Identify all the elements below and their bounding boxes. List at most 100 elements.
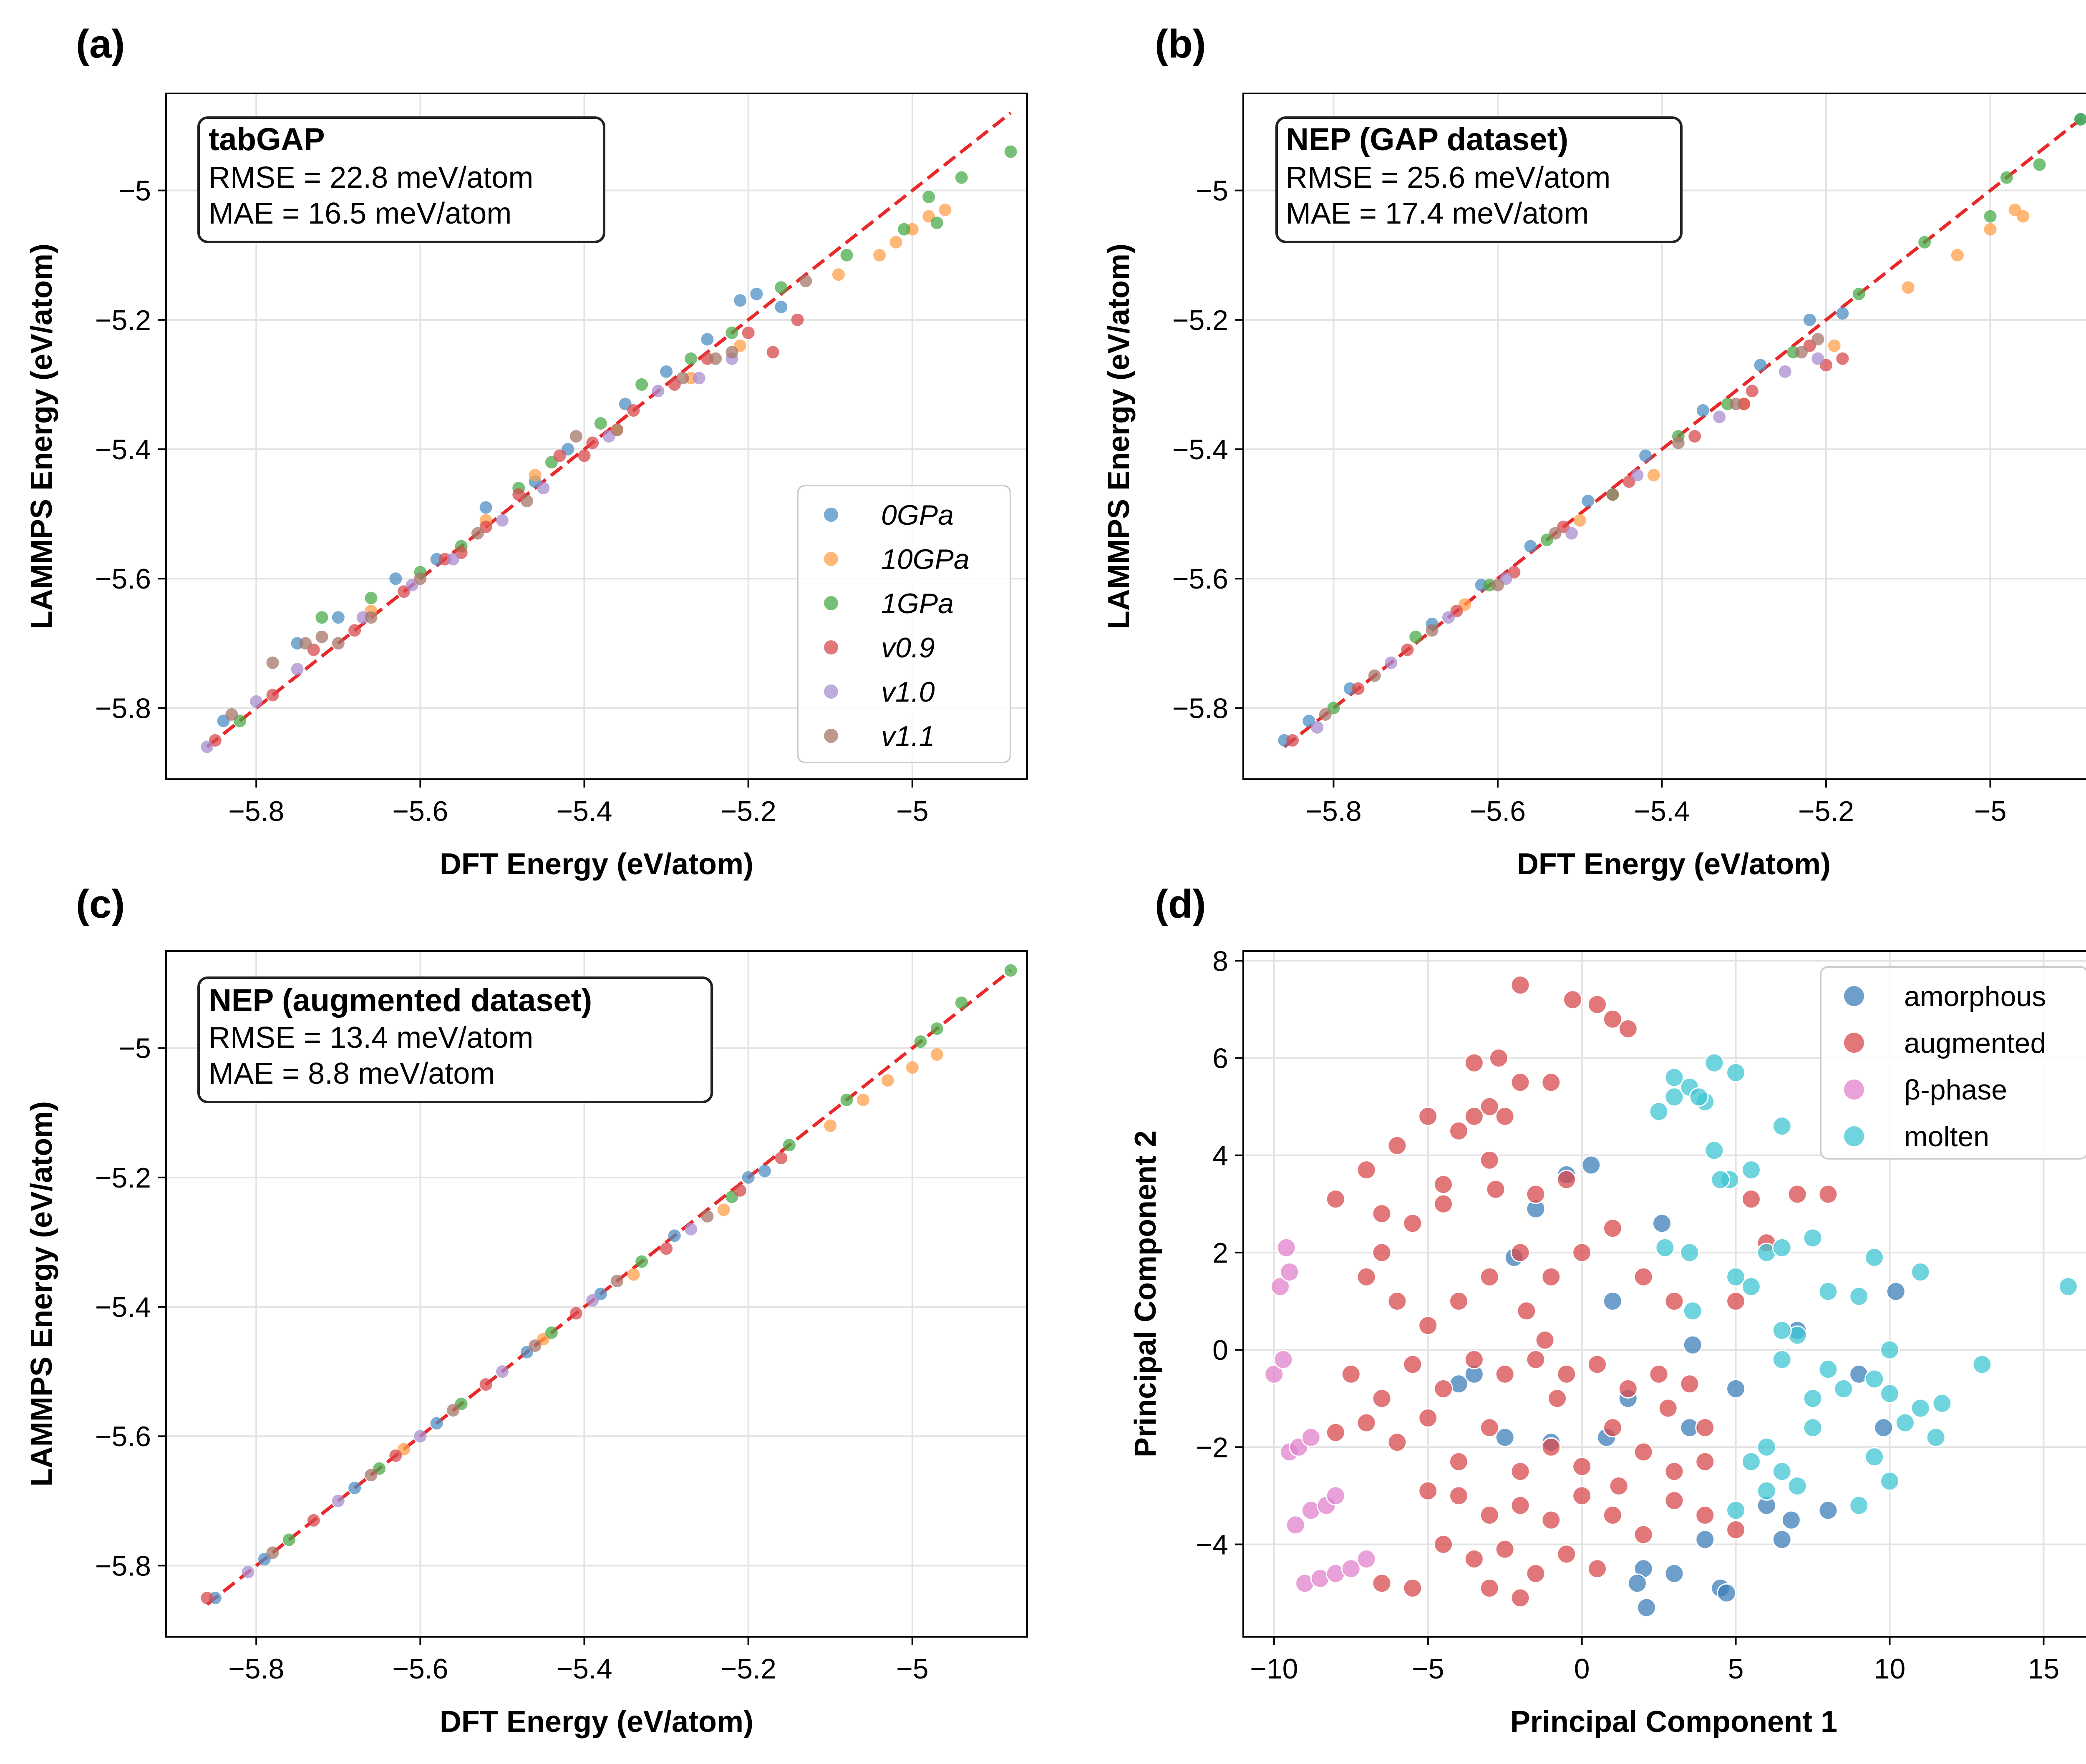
panel-label-c: (c) xyxy=(76,882,125,926)
data-point xyxy=(1356,1267,1376,1287)
data-point xyxy=(1680,1374,1700,1394)
data-point xyxy=(832,268,845,281)
data-point xyxy=(1811,352,1824,365)
data-point xyxy=(1726,1062,1746,1082)
data-point xyxy=(1270,1277,1290,1297)
data-point xyxy=(1004,964,1017,977)
data-point xyxy=(389,572,402,585)
data-point xyxy=(1984,223,1997,236)
data-point xyxy=(545,1326,558,1339)
data-point xyxy=(1649,1364,1669,1384)
data-point xyxy=(1895,1413,1915,1433)
data-point xyxy=(1652,1213,1672,1233)
data-point xyxy=(1918,236,1931,249)
data-point xyxy=(1972,1354,1992,1374)
data-point xyxy=(1711,1170,1731,1190)
data-point xyxy=(1433,1194,1454,1214)
data-point xyxy=(1637,1598,1657,1618)
y-tick-label: −5 xyxy=(118,175,151,207)
x-axis-label-a: DFT Energy (eV/atom) xyxy=(440,848,753,881)
data-point xyxy=(299,637,312,650)
data-point xyxy=(578,449,591,462)
data-point xyxy=(1479,1267,1499,1287)
data-point xyxy=(1325,1422,1345,1442)
data-point xyxy=(1587,994,1607,1014)
legend-label: β-phase xyxy=(1904,1074,2007,1106)
legend-label: molten xyxy=(1904,1121,1989,1153)
data-point xyxy=(1352,682,1365,695)
data-point xyxy=(1319,708,1332,721)
data-point xyxy=(1479,1578,1499,1598)
data-point xyxy=(1627,1573,1647,1593)
data-point xyxy=(955,996,968,1009)
data-point xyxy=(627,1268,640,1281)
y-tick-label: −4 xyxy=(1196,1529,1228,1560)
x-tick-label: −5 xyxy=(896,795,929,827)
data-point xyxy=(1573,514,1586,527)
plot-frame-b xyxy=(1242,93,2086,780)
data-point xyxy=(569,430,582,443)
data-point xyxy=(1664,1067,1684,1087)
points-b xyxy=(1278,113,2086,747)
data-point xyxy=(1849,1286,1869,1306)
mae-text-b: MAE = 17.4 meV/atom xyxy=(1286,197,1589,230)
x-tick-label: 0 xyxy=(1574,1653,1590,1685)
data-point xyxy=(1631,469,1644,482)
data-point xyxy=(1602,1291,1622,1311)
data-point xyxy=(611,1274,624,1287)
data-point xyxy=(1273,1349,1293,1369)
data-point xyxy=(734,1184,746,1197)
data-point xyxy=(348,624,361,637)
data-point xyxy=(1387,1135,1407,1155)
data-point xyxy=(569,1307,582,1320)
data-point xyxy=(758,1165,771,1178)
data-point xyxy=(1426,624,1439,637)
data-point xyxy=(1602,1418,1622,1438)
data-point xyxy=(1464,1349,1484,1369)
data-point xyxy=(930,1048,943,1061)
data-point xyxy=(1658,1398,1678,1418)
data-point xyxy=(1572,1486,1592,1506)
metrics-box-c: NEP (augmented dataset) RMSE = 13.4 meV/… xyxy=(197,976,713,1103)
data-point xyxy=(1541,1267,1561,1287)
ticks-d: −10 −5 0 5 10 15 −4 −2 0 2 4 6 8 xyxy=(1196,945,2059,1685)
y-tick-label: 0 xyxy=(1212,1334,1228,1366)
data-point xyxy=(1864,1447,1884,1467)
data-point xyxy=(1489,1048,1509,1068)
model-name-b: NEP (GAP dataset) xyxy=(1286,122,1568,157)
y-tick-label: −5.6 xyxy=(95,563,151,595)
data-point xyxy=(250,695,263,708)
data-point xyxy=(1726,1291,1746,1311)
data-point xyxy=(266,1546,279,1559)
data-point xyxy=(537,482,550,495)
data-point xyxy=(906,1061,919,1074)
data-point xyxy=(1741,1189,1761,1209)
y-tick-label: 4 xyxy=(1212,1140,1228,1172)
data-point xyxy=(1285,1515,1305,1535)
data-point xyxy=(1403,1213,1423,1233)
data-point xyxy=(496,1365,509,1378)
data-point xyxy=(1741,1160,1761,1180)
data-point xyxy=(315,611,328,624)
data-point xyxy=(1695,1505,1715,1525)
data-point xyxy=(1772,1320,1792,1340)
x-tick-label: 5 xyxy=(1728,1653,1744,1685)
plot-frame-c xyxy=(165,950,1028,1638)
y-tick-label: 8 xyxy=(1212,945,1228,977)
data-point xyxy=(1368,669,1381,682)
data-point xyxy=(1264,1364,1284,1384)
data-point xyxy=(840,1093,853,1106)
data-point xyxy=(701,1210,714,1223)
data-point xyxy=(348,1482,361,1495)
data-point xyxy=(1639,449,1652,462)
data-point xyxy=(1818,1359,1838,1379)
data-point xyxy=(1479,1418,1499,1438)
data-point xyxy=(1557,1170,1577,1190)
data-point xyxy=(1834,1379,1854,1399)
data-point xyxy=(1803,1228,1823,1248)
legend-label: v1.1 xyxy=(881,720,935,752)
data-point xyxy=(1787,1184,1807,1204)
y-tick-label: 6 xyxy=(1212,1043,1228,1075)
data-point xyxy=(1606,488,1619,501)
y-tick-label: −2 xyxy=(1196,1432,1228,1463)
